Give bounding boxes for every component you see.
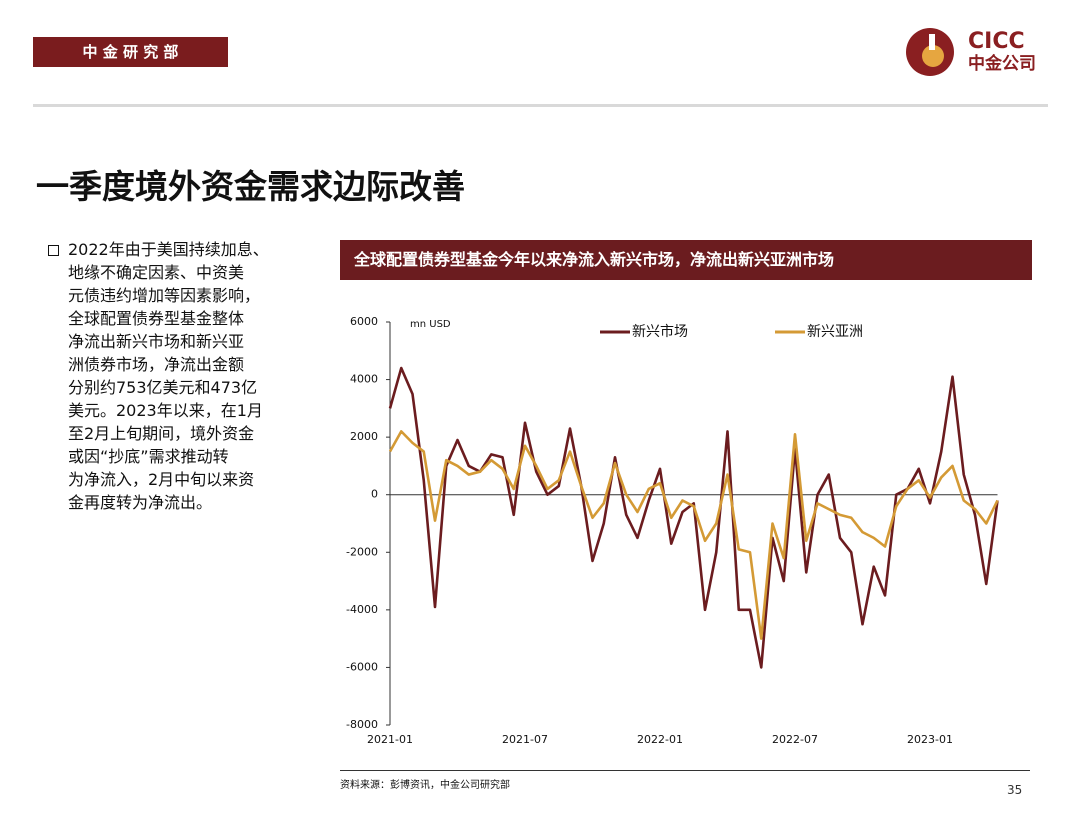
logo-mark xyxy=(929,34,935,50)
bullet-line: 为净流入，2月中旬以来资 xyxy=(68,470,255,489)
legend-label: 新兴亚洲 xyxy=(807,324,863,340)
logo-en: CICC xyxy=(968,29,1025,54)
y-tick-label: 6000 xyxy=(350,315,378,328)
series-line xyxy=(388,430,999,640)
bullet-line: 2022年由于美国持续加息、 xyxy=(68,240,269,259)
x-tick-label: 2023-01 xyxy=(907,733,953,746)
y-tick-label: -8000 xyxy=(346,718,378,731)
bullet-line: 金再度转为净流出。 xyxy=(68,493,213,512)
bullet-line: 至2月上旬期间，境外资金 xyxy=(68,424,255,443)
page-number: 35 xyxy=(1007,783,1023,797)
y-tick-label: -2000 xyxy=(346,545,378,558)
x-tick-label: 2022-07 xyxy=(772,733,818,746)
bullet: 2022年由于美国持续加息、 地缘不确定因素、中资美 元债违约增加等因素影响， 全球配… xyxy=(48,238,269,514)
bullet-line: 地缘不确定因素、中资美 xyxy=(68,263,245,282)
slide-title: 一季度境外资金需求边际改善 xyxy=(36,167,465,206)
bullet-line: 或因“抄底”需求推动转 xyxy=(68,447,229,466)
y-tick-label: 0 xyxy=(371,488,378,501)
y-tick-label: -4000 xyxy=(346,603,378,616)
y-tick-label: 2000 xyxy=(350,430,378,443)
bullet-line: 洲债券市场，净流出金额 xyxy=(68,355,245,374)
bullet-line: 分别约753亿美元和473亿 xyxy=(68,378,258,397)
bullet-marker xyxy=(48,245,59,256)
legend-label: 新兴市场 xyxy=(632,323,688,340)
header-rule xyxy=(33,104,1048,107)
logo: CICC 中金公司 xyxy=(906,28,1036,76)
bullet-line: 全球配置债券型基金整体 xyxy=(68,309,245,328)
y-tick-label: -6000 xyxy=(346,660,378,673)
bullet-text: 2022年由于美国持续加息、 地缘不确定因素、中资美 元债违约增加等因素影响， 全球配… xyxy=(68,238,269,514)
x-tick-label: 2021-07 xyxy=(502,733,548,746)
bullet-line: 净流出新兴市场和新兴亚 xyxy=(68,332,245,351)
department-tag: 中 金 研 究 部 xyxy=(33,37,228,67)
logo-inner xyxy=(922,45,944,67)
bullet-line: 元债违约增加等因素影响， xyxy=(68,286,261,305)
bullet-line: 美元。2023年以来，在1月 xyxy=(68,401,263,420)
chart-title: 全球配置债券型基金今年以来净流入新兴市场，净流出新兴亚洲市场 xyxy=(340,240,1032,280)
series-line xyxy=(388,366,999,669)
source: 资料来源：彭博资讯，中金公司研究部 xyxy=(340,780,510,791)
logo-cn: 中金公司 xyxy=(968,53,1036,74)
x-tick-label: 2022-01 xyxy=(637,733,683,746)
y-tick-label: 4000 xyxy=(350,373,378,386)
y-unit: mn USD xyxy=(410,319,451,330)
source-rule xyxy=(340,770,1030,771)
x-tick-label: 2021-01 xyxy=(367,733,413,746)
